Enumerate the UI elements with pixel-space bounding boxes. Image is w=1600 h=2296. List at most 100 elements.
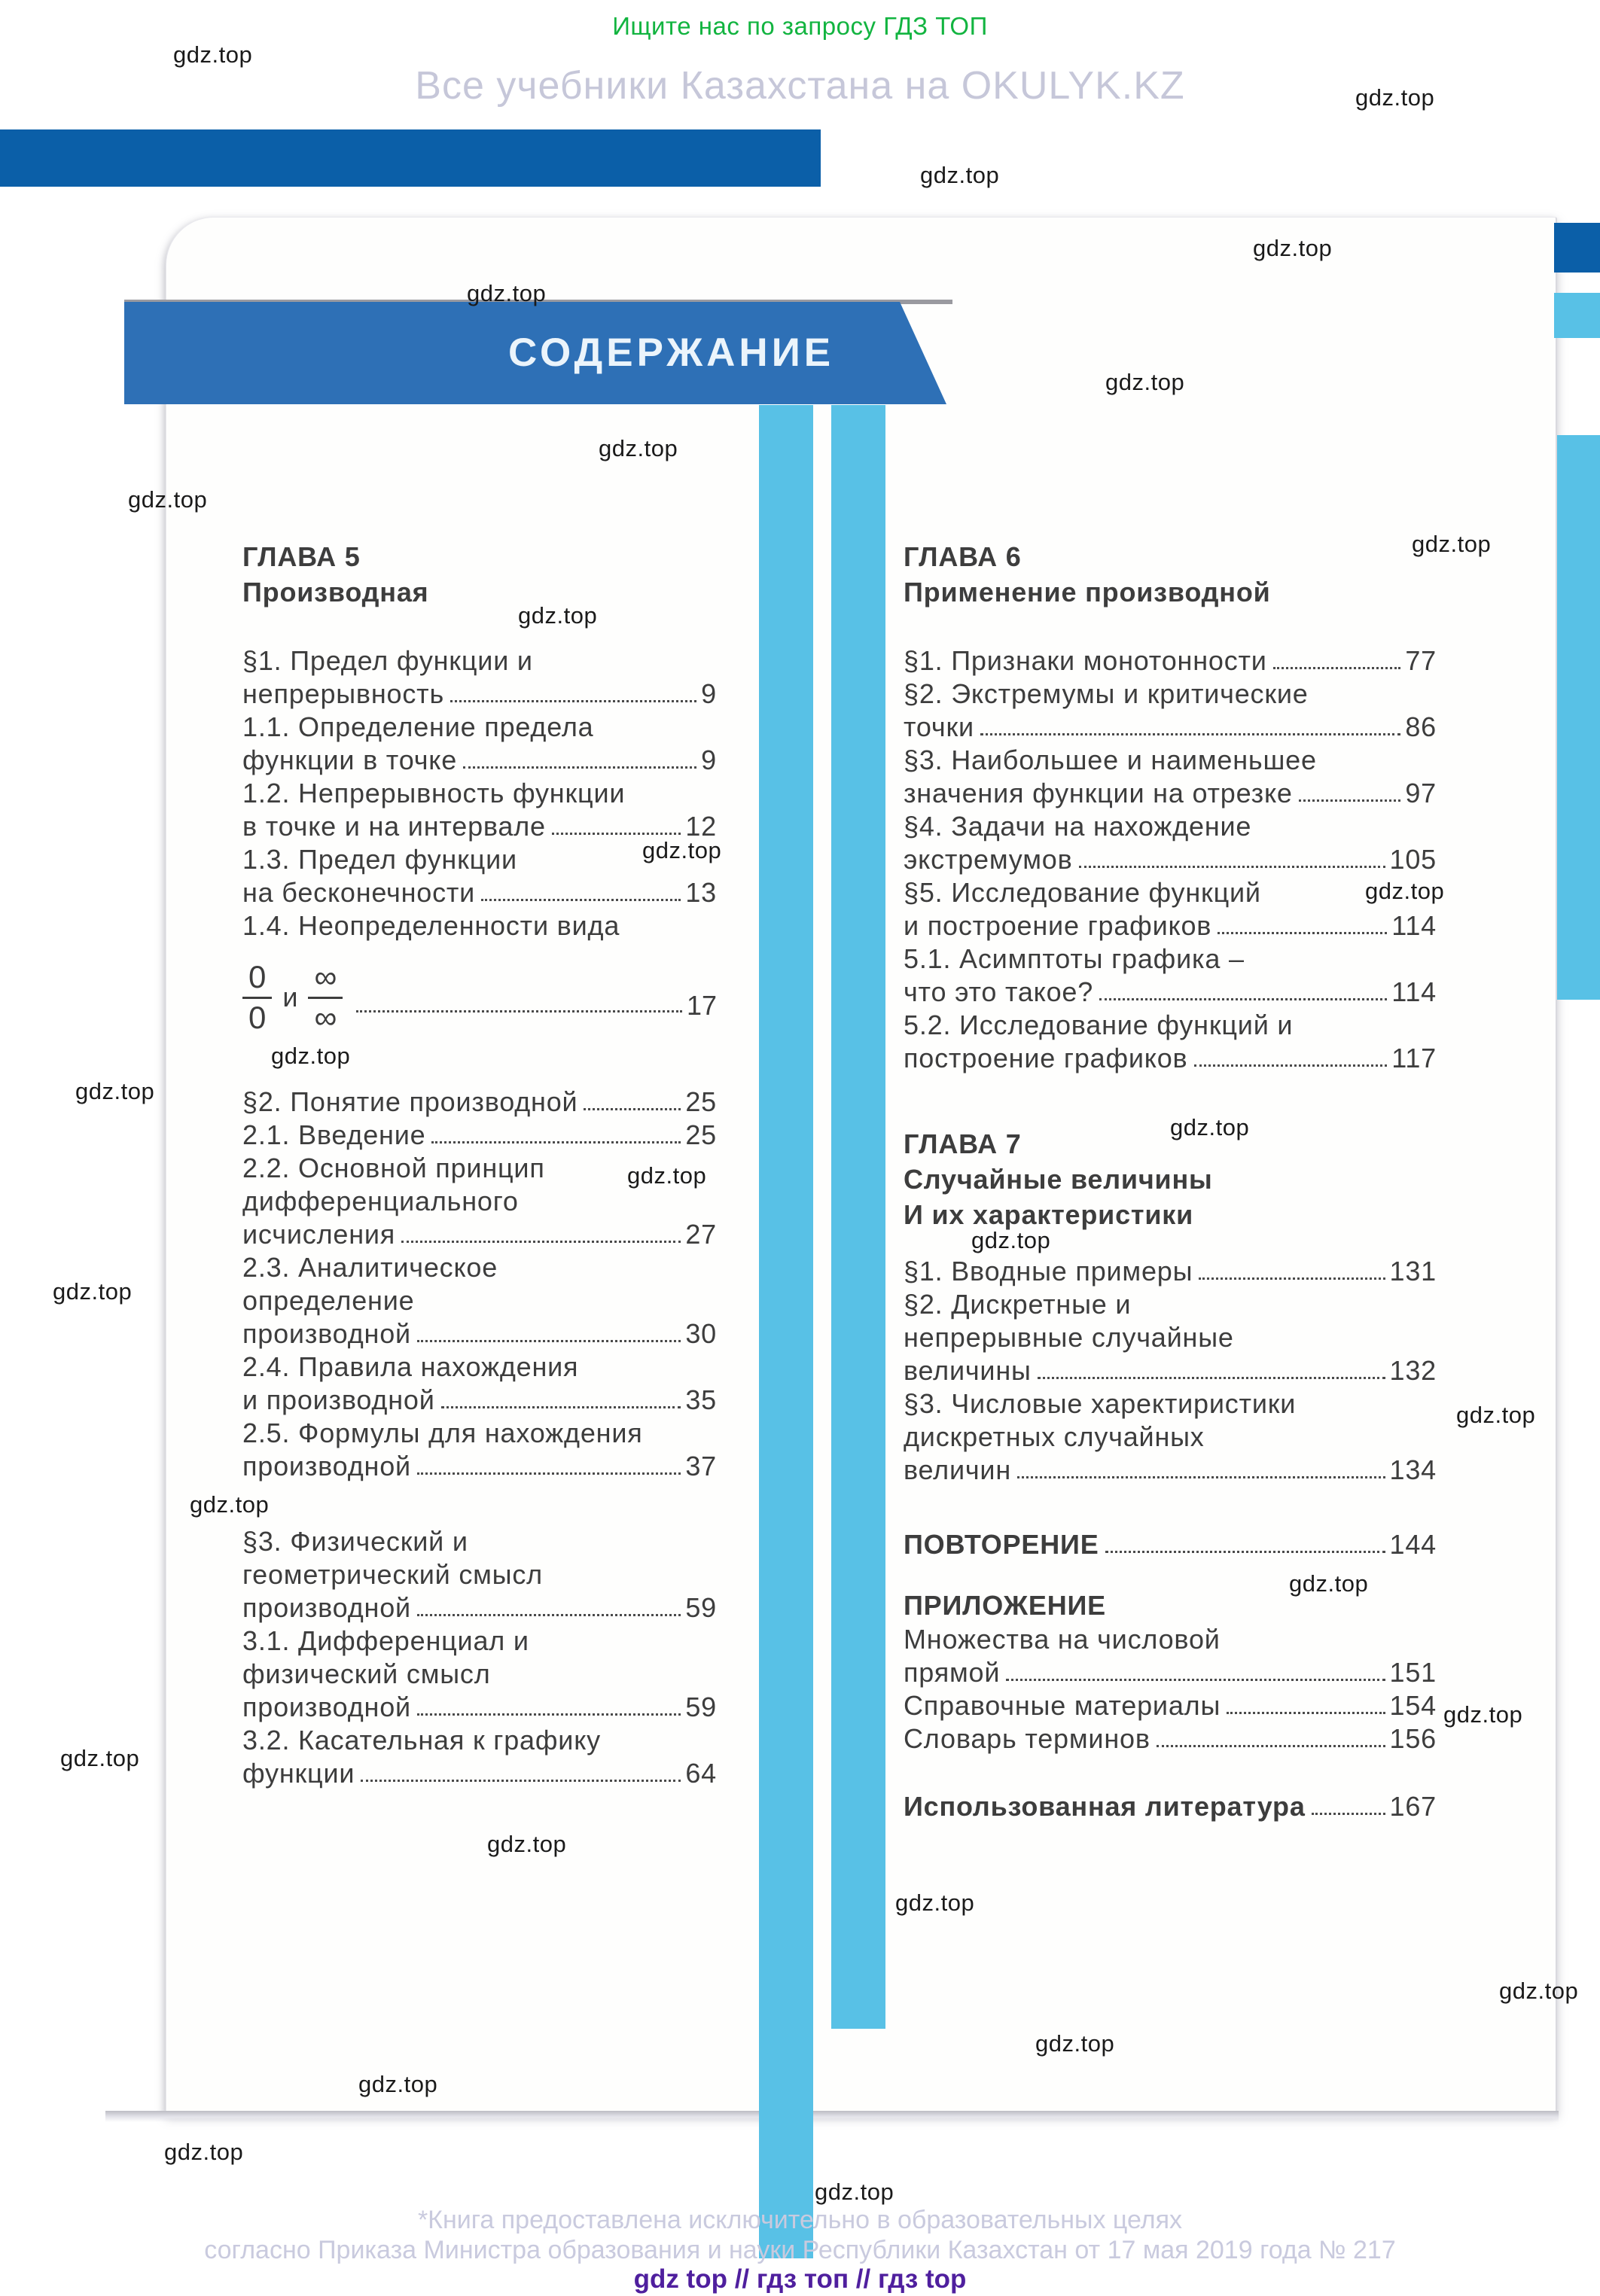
watermark: gdz.top: [1365, 878, 1445, 904]
toc-line-label: Словарь терминов: [904, 1723, 1150, 1754]
toc-line: ПОВТОРЕНИЕ 144: [904, 1528, 1437, 1561]
watermark: gdz.top: [53, 1278, 133, 1305]
toc-line-label: Использованная литература: [904, 1791, 1306, 1822]
dot-leader: [1006, 1679, 1385, 1681]
page-number: 59: [685, 1592, 717, 1623]
toc-line-label: ПОВТОРЕНИЕ: [904, 1529, 1099, 1560]
toc-line: Множества на числовой: [904, 1623, 1437, 1656]
toc-line: дифференциального: [242, 1185, 717, 1218]
toc-line: ГЛАВА 6: [904, 539, 1437, 574]
watermark: gdz.top: [518, 602, 598, 629]
toc-gap: [242, 1483, 717, 1525]
page-number: 167: [1389, 1791, 1437, 1822]
toc-line-label: Справочные материалы: [904, 1690, 1221, 1721]
right-edge-light-bar: [1554, 293, 1600, 338]
toc-line-label: §1. Вводные примеры: [904, 1256, 1193, 1287]
toc-line: 1.4. Неопределенности вида: [242, 909, 717, 942]
toc-line: ГЛАВА 7: [904, 1126, 1437, 1162]
toc-line-label: §3. Числовые харектиристики: [904, 1388, 1297, 1419]
watermark: gdz.top: [164, 2139, 244, 2165]
watermark: gdz.top: [1170, 1114, 1250, 1140]
dot-leader: [416, 1614, 681, 1616]
toc-line-label: §1. Признаки монотонности: [904, 645, 1267, 676]
footer-note-2: согласно Приказа Министра образования и …: [204, 2236, 1396, 2264]
watermark: gdz.top: [190, 1491, 270, 1518]
center-stripe-right: [831, 405, 885, 2029]
toc-line-label: и построение графиков: [904, 910, 1212, 941]
page-number: 59: [685, 1692, 717, 1722]
toc-line: 3.2. Касательная к графику: [242, 1724, 717, 1757]
toc-line-label: непрерывность: [242, 678, 445, 709]
dot-leader: [431, 1141, 681, 1143]
toc-line: §4. Задачи на нахождение: [904, 810, 1437, 843]
toc-line: прямой 151: [904, 1656, 1437, 1689]
toc-line-label: 1.1. Определение предела: [242, 711, 594, 742]
toc-line-label: 3.1. Дифференциал и: [242, 1625, 529, 1656]
watermark: gdz.top: [1412, 531, 1492, 557]
toc-gap: [904, 1487, 1437, 1528]
toc-line: 2.2. Основной принцип: [242, 1152, 717, 1185]
dot-leader: [1037, 1377, 1385, 1379]
watermark: gdz.top: [599, 435, 678, 461]
toc-line: 2.3. Аналитическое: [242, 1251, 717, 1284]
watermark: gdz.top: [467, 280, 547, 306]
toc-line-label: исчисления: [242, 1219, 396, 1250]
page-number: 17: [686, 990, 717, 1021]
toc-line: функции в точке 9: [242, 744, 717, 777]
toc-line-label: производной: [242, 1592, 411, 1623]
toc-line-label: ГЛАВА 6: [904, 541, 1022, 572]
toc-line: 2.4. Правила нахождения: [242, 1350, 717, 1384]
page-number: 30: [685, 1318, 717, 1349]
toc-line: производной 59: [242, 1591, 717, 1625]
toc-line-label: 5.2. Исследование функций и: [904, 1009, 1294, 1040]
footer-note-1: *Книга предоставлена исключительно в обр…: [417, 2206, 1183, 2234]
dot-leader: [1218, 932, 1388, 934]
toc-line-label: значения функции на отрезке: [904, 778, 1293, 808]
dot-leader: [1311, 1813, 1385, 1815]
dot-leader: [1298, 799, 1401, 802]
watermark: gdz.top: [642, 837, 722, 863]
toc-line: значения функции на отрезке 97: [904, 777, 1437, 810]
toc-line-label: ПРИЛОЖЕНИЕ: [904, 1590, 1106, 1621]
toc-line-label: 3.2. Касательная к графику: [242, 1725, 601, 1755]
toc-line-label: Случайные величины: [904, 1164, 1213, 1195]
toc-line-label: точки: [904, 711, 974, 742]
fraction-denominator: ∞: [314, 999, 337, 1035]
page-number: 132: [1389, 1355, 1437, 1386]
watermark: gdz.top: [128, 486, 208, 513]
toc-line-label: построение графиков: [904, 1043, 1188, 1073]
toc-line-label: Производная: [242, 577, 429, 607]
toc-gap: [242, 610, 717, 644]
center-stripe-left: [759, 405, 813, 2258]
toc-line-label: экстремумов: [904, 844, 1073, 875]
page-number: 9: [701, 745, 717, 775]
fraction-conjunction: и: [282, 982, 298, 1012]
page-title: СОДЕРЖАНИЕ: [508, 330, 835, 375]
page-number: 151: [1389, 1657, 1437, 1688]
toc-line-label: §3. Наибольшее и наименьшее: [904, 745, 1317, 775]
dot-leader: [1227, 1712, 1385, 1714]
page-number: 131: [1389, 1256, 1437, 1287]
toc-line: непрерывность 9: [242, 678, 717, 711]
watermark: gdz.top: [1105, 369, 1185, 395]
toc-line: §2. Дискретные и: [904, 1288, 1437, 1321]
toc-line: и производной 35: [242, 1384, 717, 1417]
dot-leader: [1078, 866, 1385, 868]
toc-line: И их характеристики: [904, 1197, 1437, 1232]
toc-line: определение: [242, 1284, 717, 1317]
watermark: gdz.top: [1253, 235, 1333, 261]
dot-leader: [463, 766, 697, 769]
page-number: 37: [685, 1451, 717, 1481]
toc-line: производной 30: [242, 1317, 717, 1350]
page-number: 35: [685, 1384, 717, 1415]
toc-line-label: функции: [242, 1758, 355, 1789]
toc-line-label: определение: [242, 1285, 415, 1316]
toc-line-label: 2.3. Аналитическое: [242, 1252, 498, 1283]
toc-line: экстремумов 105: [904, 843, 1437, 876]
top-blue-bar: [0, 129, 821, 187]
watermark: gdz.top: [271, 1043, 351, 1069]
page-number: 144: [1389, 1529, 1437, 1560]
toc-line: 1.1. Определение предела: [242, 711, 717, 744]
toc-line-label: величин: [904, 1454, 1012, 1485]
page-number: 64: [685, 1758, 717, 1789]
